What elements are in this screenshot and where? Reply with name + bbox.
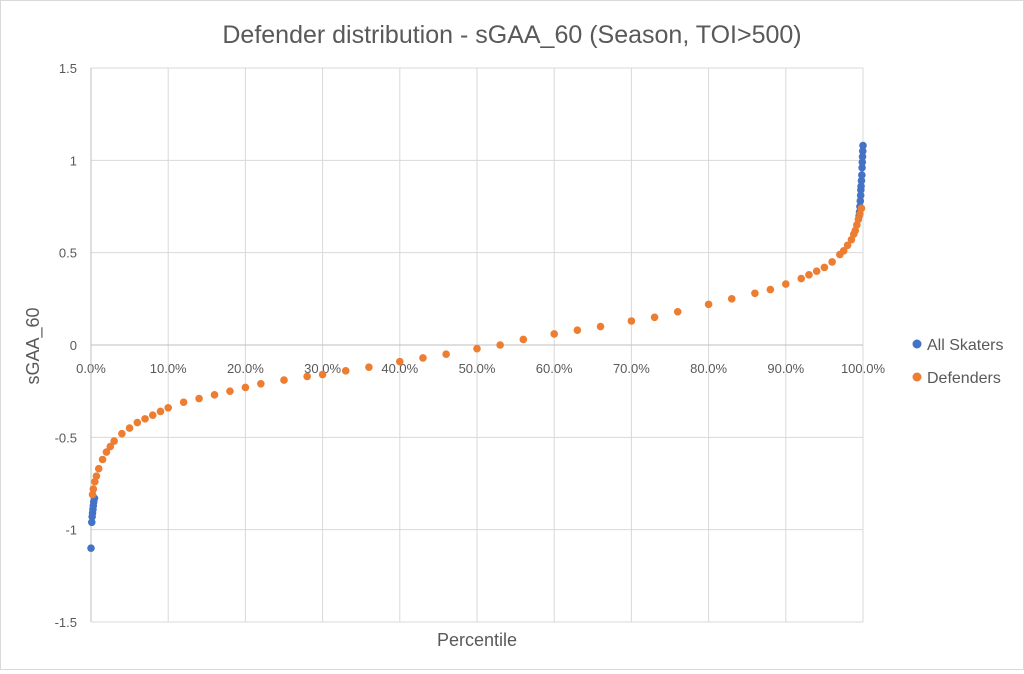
point-defenders bbox=[782, 280, 790, 288]
legend-item-defenders: Defenders bbox=[912, 370, 1001, 387]
point-defenders bbox=[396, 357, 404, 366]
chart-title: Defender distribution - sGAA_60 (Season,… bbox=[222, 21, 801, 49]
point-all-skaters bbox=[858, 163, 866, 172]
legend-marker-all-skaters bbox=[912, 339, 922, 349]
axis-layer: 0.0% 10.0% 20.0% 30.0% 40.0% 50.0% 60.0% 70.0% 8… bbox=[55, 61, 886, 630]
x-tick-label: 70.0% bbox=[613, 361, 650, 376]
point-all-skaters bbox=[856, 197, 865, 205]
point-all-skaters bbox=[858, 152, 867, 161]
point-defenders bbox=[241, 383, 250, 392]
point-defenders bbox=[519, 335, 528, 344]
y-tick-label: 1 bbox=[70, 153, 77, 168]
point-defenders bbox=[365, 363, 373, 371]
point-all-skaters bbox=[856, 191, 865, 200]
point-defenders bbox=[496, 341, 504, 349]
x-tick-label: 40.0% bbox=[381, 361, 418, 376]
x-tick-label: 10.0% bbox=[150, 361, 187, 376]
x-tick-label: 20.0% bbox=[227, 361, 264, 376]
point-defenders bbox=[341, 367, 350, 375]
point-defenders bbox=[751, 289, 759, 298]
y-tick-label: 0.5 bbox=[59, 246, 77, 261]
point-defenders bbox=[812, 267, 821, 275]
point-defenders bbox=[110, 437, 118, 445]
point-defenders bbox=[596, 322, 605, 331]
legend-marker-defenders bbox=[912, 372, 922, 382]
point-all-skaters bbox=[87, 518, 96, 527]
x-tick-label: 80.0% bbox=[690, 361, 727, 376]
x-tick-label: 50.0% bbox=[459, 361, 496, 376]
legend-label-all-skaters: All Skaters bbox=[927, 337, 1003, 354]
y-tick-label: 1.5 bbox=[59, 61, 77, 76]
x-tick-label: 90.0% bbox=[767, 361, 804, 376]
point-defenders bbox=[257, 379, 265, 388]
point-all-skaters bbox=[857, 182, 865, 190]
y-tick-label: -0.5 bbox=[55, 430, 77, 445]
point-defenders bbox=[318, 370, 327, 379]
point-defenders bbox=[226, 387, 234, 395]
point-defenders bbox=[550, 330, 558, 338]
point-defenders bbox=[102, 448, 111, 456]
y-tick-label: 0 bbox=[70, 338, 77, 353]
point-defenders bbox=[727, 295, 736, 303]
points-layer bbox=[87, 141, 867, 552]
point-defenders bbox=[839, 247, 848, 255]
point-defenders bbox=[627, 317, 636, 325]
point-defenders bbox=[94, 464, 103, 473]
point-defenders bbox=[118, 429, 126, 438]
point-defenders bbox=[156, 407, 165, 416]
point-all-skaters bbox=[857, 176, 866, 185]
point-defenders bbox=[164, 403, 172, 412]
x-axis-title: Percentile bbox=[437, 630, 517, 650]
point-defenders bbox=[797, 274, 806, 283]
point-defenders bbox=[125, 424, 134, 432]
point-defenders bbox=[148, 411, 157, 419]
point-defenders bbox=[442, 350, 450, 359]
point-defenders bbox=[133, 418, 142, 427]
point-defenders bbox=[573, 326, 582, 335]
point-defenders bbox=[820, 263, 829, 272]
point-all-skaters bbox=[858, 171, 866, 179]
point-defenders bbox=[673, 307, 682, 316]
point-defenders bbox=[650, 313, 659, 322]
point-defenders bbox=[303, 372, 311, 381]
point-defenders bbox=[843, 241, 852, 250]
point-all-skaters bbox=[87, 544, 95, 552]
y-tick-label: -1 bbox=[65, 523, 77, 538]
y-axis-title: sGAA_60 bbox=[23, 307, 44, 384]
y-tick-label: -1.5 bbox=[55, 615, 77, 630]
point-all-skaters bbox=[858, 158, 867, 166]
point-defenders bbox=[210, 391, 219, 399]
point-defenders bbox=[106, 442, 115, 451]
point-defenders bbox=[857, 204, 866, 213]
point-all-skaters bbox=[858, 147, 867, 155]
point-defenders bbox=[766, 285, 775, 294]
x-tick-label: 30.0% bbox=[304, 361, 341, 376]
point-all-skaters bbox=[859, 141, 867, 150]
point-defenders bbox=[704, 300, 713, 309]
point-defenders bbox=[280, 376, 288, 384]
point-defenders bbox=[141, 415, 149, 423]
legend-label-defenders: Defenders bbox=[927, 370, 1001, 387]
point-defenders bbox=[805, 271, 813, 279]
point-defenders bbox=[179, 398, 188, 407]
point-defenders bbox=[195, 394, 203, 403]
x-tick-label: 60.0% bbox=[536, 361, 573, 376]
point-defenders bbox=[89, 485, 98, 493]
point-defenders bbox=[828, 258, 836, 266]
point-defenders bbox=[98, 455, 107, 464]
point-defenders bbox=[473, 344, 481, 353]
legend-item-all-skaters: All Skaters bbox=[912, 337, 1003, 354]
point-defenders bbox=[88, 490, 97, 499]
point-defenders bbox=[419, 354, 427, 362]
point-defenders bbox=[92, 472, 101, 480]
x-tick-label: 100.0% bbox=[841, 361, 886, 376]
legend: All Skaters Defenders bbox=[912, 337, 1003, 387]
